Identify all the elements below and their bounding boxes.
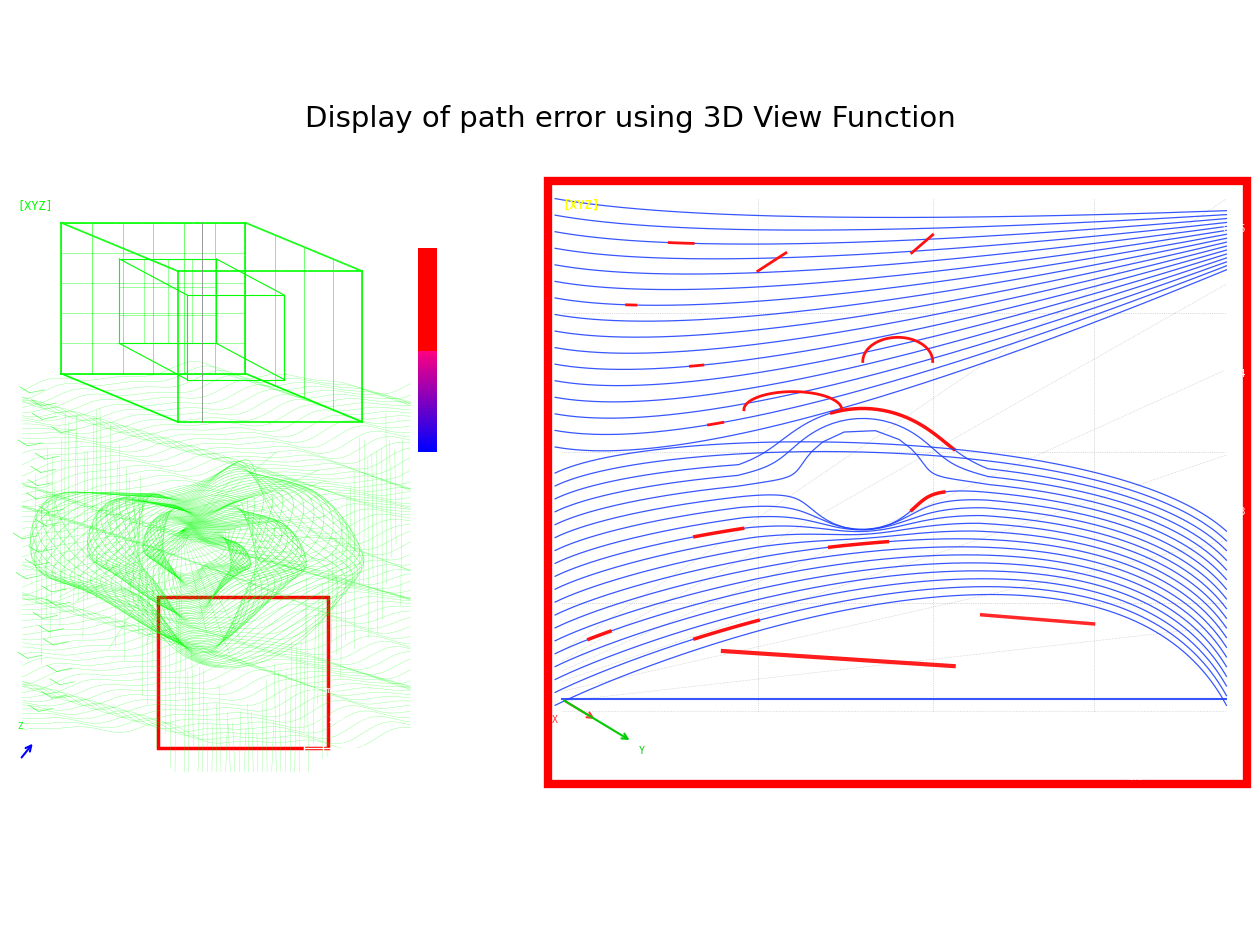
Bar xyxy=(417,278,437,283)
Bar xyxy=(417,404,437,408)
Bar xyxy=(417,306,437,311)
Bar xyxy=(417,350,437,354)
Bar xyxy=(417,258,437,263)
Bar xyxy=(417,447,437,452)
Bar xyxy=(417,265,437,270)
Text: [XYZ]: [XYZ] xyxy=(18,199,53,212)
Bar xyxy=(417,286,437,290)
Bar xyxy=(417,293,437,296)
Bar xyxy=(417,346,437,351)
Bar xyxy=(417,252,437,256)
Bar xyxy=(417,319,437,324)
Text: X: X xyxy=(552,715,557,726)
Text: 2.0mm/div: 2.0mm/div xyxy=(314,761,367,770)
Bar xyxy=(417,397,437,401)
Text: 0.04000: 0.04000 xyxy=(447,345,484,354)
Bar xyxy=(417,390,437,394)
Text: 0.05: 0.05 xyxy=(1222,224,1246,234)
Bar xyxy=(417,413,437,418)
Text: Err mag.:1.0: Err mag.:1.0 xyxy=(304,686,368,694)
Text: 0.5: 0.5 xyxy=(1129,773,1144,782)
Text: 0.03: 0.03 xyxy=(1222,507,1246,518)
Text: Z: Z xyxy=(18,722,23,732)
Bar xyxy=(417,330,437,333)
Bar xyxy=(417,360,437,364)
Bar xyxy=(417,269,437,274)
Bar xyxy=(417,444,437,448)
Bar xyxy=(417,272,437,276)
Bar xyxy=(417,339,437,344)
Text: Display of path error using 3D View Function: Display of path error using 3D View Func… xyxy=(305,104,955,133)
Text: (Err 2.0mm/div): (Err 2.0mm/div) xyxy=(304,716,379,725)
Bar xyxy=(417,295,437,300)
Text: Err mag: Err mag xyxy=(1072,719,1108,728)
Bar xyxy=(417,367,437,371)
Bar xyxy=(417,384,437,388)
Bar xyxy=(417,376,437,381)
Text: (Err 500.0u: (Err 500.0u xyxy=(1072,740,1124,749)
Bar xyxy=(417,343,437,348)
Bar xyxy=(417,387,437,391)
Bar xyxy=(417,332,437,337)
Bar xyxy=(417,353,437,357)
Bar xyxy=(417,315,437,320)
Bar xyxy=(417,323,437,327)
Text: [XYZ]: [XYZ] xyxy=(562,199,600,212)
Bar xyxy=(417,256,437,259)
Bar xyxy=(417,421,437,425)
Bar xyxy=(417,380,437,385)
Bar xyxy=(417,299,437,303)
Bar xyxy=(417,336,437,341)
Bar xyxy=(417,356,437,361)
Bar xyxy=(417,400,437,405)
Bar xyxy=(417,417,437,422)
Bar xyxy=(417,313,437,317)
Bar xyxy=(417,326,437,331)
Text: mm: mm xyxy=(447,478,457,486)
Text: 0.05000: 0.05000 xyxy=(447,248,484,257)
Bar xyxy=(417,302,437,307)
Bar xyxy=(417,430,437,435)
Bar xyxy=(417,282,437,287)
Bar xyxy=(417,262,437,266)
Text: 0.04: 0.04 xyxy=(1222,369,1246,378)
Bar xyxy=(417,407,437,411)
Bar xyxy=(417,363,437,368)
Bar xyxy=(417,373,437,378)
Bar xyxy=(417,393,437,398)
Bar xyxy=(417,410,437,415)
Bar xyxy=(417,437,437,442)
Bar xyxy=(417,428,437,431)
Bar xyxy=(417,309,437,314)
Text: 0.03000: 0.03000 xyxy=(447,442,484,450)
Bar xyxy=(417,434,437,439)
Bar xyxy=(159,597,328,748)
Bar xyxy=(417,289,437,294)
Bar xyxy=(417,441,437,446)
Text: Y: Y xyxy=(639,746,645,755)
Bar xyxy=(417,370,437,374)
Bar xyxy=(417,248,437,253)
Bar xyxy=(417,424,437,428)
Bar xyxy=(417,276,437,280)
